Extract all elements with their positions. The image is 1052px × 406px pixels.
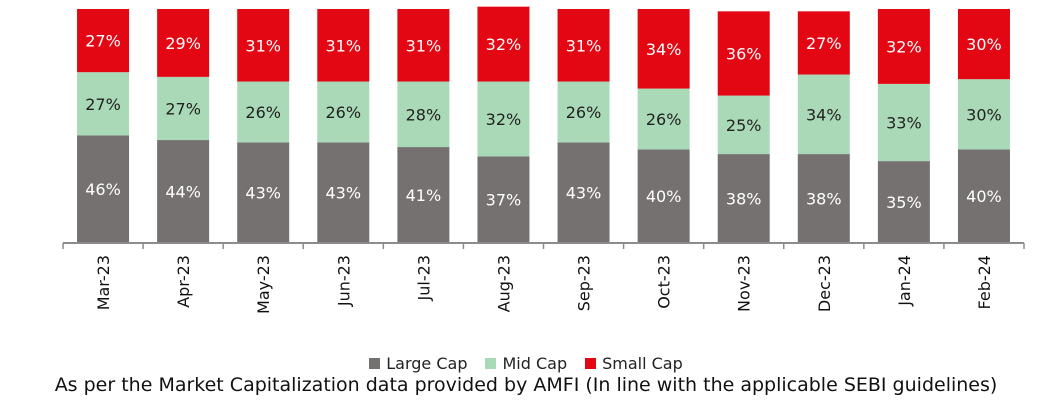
data-label-large-cap-apr-23: 44% [165,183,201,202]
bar-large-cap-feb-24 [957,149,1010,243]
stacked-bar-chart: 46% 27% 27% Mar-23 44% 27% 29% Apr-23 43% 26% 31% M… [62,6,1025,314]
data-label-small-cap-nov-23: 36% [726,44,762,63]
bar-small-cap-mar-23 [77,9,130,73]
data-label-small-cap-oct-23: 34% [646,40,682,59]
data-label-mid-cap-aug-23: 32% [486,110,522,129]
legend-label-mid-cap: Mid Cap [502,354,568,373]
legend-swatch-small-cap [585,358,597,369]
x-tick-label-nov-23: Nov-23 [735,255,754,312]
bar-small-cap-jun-23 [317,9,370,82]
data-label-large-cap-jul-23: 41% [406,186,442,205]
data-label-mid-cap-jul-23: 28% [406,105,442,124]
data-label-mid-cap-jan-24: 33% [886,113,922,132]
bar-mid-cap-aug-23 [477,81,530,157]
bar-large-cap-jan-24 [877,161,930,243]
bar-mid-cap-jul-23 [397,81,450,148]
data-label-large-cap-feb-24: 40% [966,187,1002,206]
data-label-small-cap-sep-23: 31% [566,36,602,55]
data-label-small-cap-jul-23: 31% [406,36,442,55]
chart-legend: Large Cap Mid Cap Small Cap [0,354,1052,373]
data-label-small-cap-aug-23: 32% [486,35,522,54]
x-tick-label-apr-23: Apr-23 [174,255,193,308]
legend-swatch-mid-cap [485,358,497,369]
data-label-large-cap-nov-23: 38% [726,190,762,209]
bar-mid-cap-may-23 [237,81,290,143]
bar-small-cap-sep-23 [557,9,610,82]
data-label-mid-cap-may-23: 26% [245,103,281,122]
x-tick-label-jul-23: Jul-23 [414,255,433,301]
data-label-small-cap-feb-24: 30% [966,35,1002,54]
legend-item-small-cap: Small Cap [585,354,683,373]
data-label-large-cap-aug-23: 37% [486,191,522,210]
bar-small-cap-aug-23 [477,6,530,82]
legend-label-small-cap: Small Cap [602,354,683,373]
x-tick-label-mar-23: Mar-23 [94,255,113,310]
data-label-large-cap-may-23: 43% [245,184,281,203]
bar-small-cap-may-23 [237,9,290,82]
bar-mid-cap-apr-23 [157,76,210,141]
data-label-mid-cap-dec-23: 34% [806,105,842,124]
bar-small-cap-jan-24 [877,9,930,84]
bar-small-cap-dec-23 [797,11,850,75]
data-label-small-cap-apr-23: 29% [165,34,201,53]
x-tick-label-aug-23: Aug-23 [494,255,513,312]
bar-mid-cap-nov-23 [717,95,770,155]
data-label-small-cap-jun-23: 31% [326,36,362,55]
bar-mid-cap-mar-23 [77,72,130,136]
data-label-mid-cap-nov-23: 25% [726,116,762,135]
bar-large-cap-jul-23 [397,147,450,243]
footnote: As per the Market Capitalization data pr… [54,374,998,396]
bar-small-cap-apr-23 [157,9,210,77]
bar-large-cap-jun-23 [317,142,370,243]
x-tick-label-jun-23: Jun-23 [334,255,353,307]
legend-item-large-cap: Large Cap [369,354,467,373]
data-label-large-cap-jun-23: 43% [326,184,362,203]
bar-large-cap-mar-23 [77,135,130,243]
data-label-small-cap-dec-23: 27% [806,34,842,53]
data-label-large-cap-oct-23: 40% [646,187,682,206]
data-label-mid-cap-apr-23: 27% [165,99,201,118]
bar-mid-cap-jan-24 [877,83,930,162]
bar-large-cap-apr-23 [157,140,210,243]
bar-large-cap-sep-23 [557,142,610,243]
bar-small-cap-nov-23 [717,11,770,96]
data-label-large-cap-jan-24: 35% [886,193,922,212]
data-label-mid-cap-oct-23: 26% [646,110,682,129]
legend-swatch-large-cap [369,358,381,369]
bar-mid-cap-dec-23 [797,74,850,155]
data-label-large-cap-mar-23: 46% [85,180,121,199]
x-tick-label-jan-24: Jan-24 [895,255,914,307]
x-tick-label-feb-24: Feb-24 [975,255,994,309]
bar-mid-cap-sep-23 [557,81,610,143]
legend-item-mid-cap: Mid Cap [485,354,567,373]
data-label-large-cap-sep-23: 43% [566,184,602,203]
bar-large-cap-dec-23 [797,154,850,243]
data-label-large-cap-dec-23: 38% [806,190,842,209]
bar-large-cap-aug-23 [477,156,530,243]
bar-mid-cap-jun-23 [317,81,370,143]
bar-mid-cap-oct-23 [637,88,690,150]
x-tick-label-oct-23: Oct-23 [655,255,674,309]
x-tick-label-sep-23: Sep-23 [575,255,594,311]
bar-small-cap-oct-23 [637,9,690,89]
x-tick-label-may-23: May-23 [254,255,273,314]
bar-small-cap-jul-23 [397,9,450,82]
data-label-small-cap-may-23: 31% [245,36,281,55]
data-label-mid-cap-jun-23: 26% [326,103,362,122]
data-label-mid-cap-feb-24: 30% [966,105,1002,124]
data-label-mid-cap-sep-23: 26% [566,103,602,122]
bar-large-cap-oct-23 [637,149,690,243]
bar-mid-cap-feb-24 [957,79,1010,150]
bar-small-cap-feb-24 [957,9,1010,80]
bar-large-cap-nov-23 [717,154,770,243]
bar-large-cap-may-23 [237,142,290,243]
legend-label-large-cap: Large Cap [386,354,468,373]
data-label-small-cap-mar-23: 27% [85,32,121,51]
data-label-mid-cap-mar-23: 27% [85,95,121,114]
data-label-small-cap-jan-24: 32% [886,37,922,56]
x-tick-label-dec-23: Dec-23 [815,255,834,312]
